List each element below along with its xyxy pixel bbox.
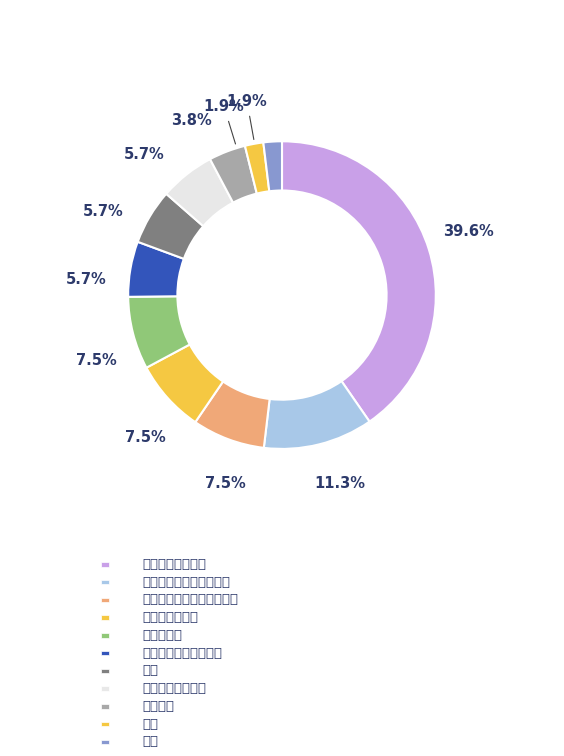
- Bar: [101, 562, 109, 566]
- Wedge shape: [210, 146, 257, 203]
- Bar: [101, 739, 109, 744]
- Text: 内職: 内職: [142, 736, 158, 748]
- Bar: [101, 633, 109, 637]
- Text: 新聞配達: 新聞配達: [142, 700, 174, 713]
- Text: 塔やホビースクールの講師: 塔やホビースクールの講師: [142, 593, 239, 606]
- Text: 1.9%: 1.9%: [227, 94, 267, 109]
- Text: ネットビジネス: ネットビジネス: [142, 611, 199, 624]
- Wedge shape: [128, 296, 190, 367]
- Bar: [101, 704, 109, 708]
- Text: 7.5%: 7.5%: [76, 352, 117, 367]
- Text: 1.9%: 1.9%: [204, 100, 244, 114]
- Text: 事務: 事務: [142, 665, 158, 677]
- Text: 警備: 警備: [142, 717, 158, 730]
- Bar: [101, 597, 109, 602]
- Text: 工場・倉庫内作業: 工場・倉庫内作業: [142, 682, 206, 695]
- Text: 7.5%: 7.5%: [205, 476, 246, 491]
- Wedge shape: [138, 194, 203, 259]
- Text: コンビニエンスストア: コンビニエンスストア: [142, 646, 222, 659]
- Wedge shape: [128, 242, 184, 297]
- Bar: [101, 686, 109, 691]
- Wedge shape: [264, 381, 369, 449]
- Wedge shape: [245, 142, 269, 194]
- Text: 本業以外の保育関連業務: 本業以外の保育関連業務: [142, 575, 230, 589]
- Bar: [101, 651, 109, 655]
- Wedge shape: [147, 345, 223, 422]
- Text: 5.7%: 5.7%: [124, 147, 165, 162]
- Text: 39.6%: 39.6%: [443, 225, 494, 240]
- Text: 接客・販売: 接客・販売: [142, 629, 182, 642]
- Text: 5.7%: 5.7%: [65, 272, 106, 287]
- Bar: [101, 580, 109, 584]
- Bar: [101, 668, 109, 673]
- Text: 5.7%: 5.7%: [83, 204, 124, 219]
- Text: 3.8%: 3.8%: [171, 113, 212, 128]
- Wedge shape: [263, 141, 282, 191]
- Wedge shape: [166, 160, 233, 226]
- Text: 11.3%: 11.3%: [314, 476, 365, 491]
- Text: 居酒屋など飲食店: 居酒屋など飲食店: [142, 558, 206, 571]
- Wedge shape: [282, 141, 436, 422]
- Text: 7.5%: 7.5%: [126, 430, 166, 445]
- Bar: [101, 615, 109, 620]
- Wedge shape: [195, 382, 270, 448]
- Bar: [101, 722, 109, 727]
